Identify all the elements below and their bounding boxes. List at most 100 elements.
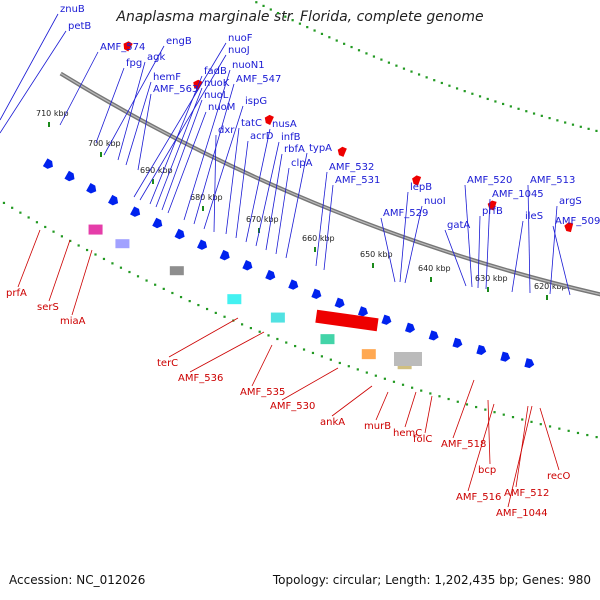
inner-ring-dot bbox=[471, 92, 474, 95]
forward-gene-label: nusA bbox=[272, 119, 297, 130]
forward-gene-label: nuoI bbox=[424, 196, 446, 207]
reverse-gene-label: AMF_535 bbox=[240, 387, 285, 398]
reverse-gene-label: recO bbox=[547, 471, 571, 482]
scale-tick bbox=[430, 277, 432, 282]
outer-ring-dot bbox=[44, 225, 47, 229]
reverse-leader-line bbox=[467, 403, 495, 492]
inner-ring-dot bbox=[540, 114, 543, 117]
reverse-leader-line bbox=[17, 229, 41, 288]
forward-leader-line bbox=[275, 167, 290, 255]
reverse-leader-line bbox=[281, 367, 339, 401]
forward-gene-arrow bbox=[174, 228, 185, 240]
feature-block bbox=[270, 312, 285, 323]
reverse-leader-line bbox=[487, 399, 491, 465]
forward-gene-label: fpg bbox=[126, 58, 142, 69]
scale-tick bbox=[100, 152, 102, 157]
outer-ring-dot bbox=[383, 377, 386, 380]
feature-block bbox=[320, 334, 335, 345]
forward-gene-arrow bbox=[405, 322, 415, 333]
inner-ring-dot bbox=[276, 12, 280, 15]
inner-ring-dot bbox=[269, 8, 272, 11]
forward-leader-line bbox=[139, 54, 227, 201]
outer-ring-dot bbox=[128, 270, 131, 274]
outer-ring-dot bbox=[111, 262, 114, 265]
forward-gene-arrow bbox=[452, 337, 463, 348]
forward-leader-line bbox=[155, 87, 203, 208]
scale-tick bbox=[372, 263, 374, 268]
outer-ring-dot bbox=[502, 413, 505, 416]
reverse-leader-line bbox=[251, 344, 273, 387]
reverse-gene-label: AMF_536 bbox=[178, 373, 223, 384]
forward-gene-arrow bbox=[381, 314, 392, 325]
scale-label: 630 kbp bbox=[475, 274, 508, 283]
outer-ring-dot bbox=[447, 397, 450, 401]
outer-ring-dot bbox=[511, 416, 515, 419]
forward-gene-label: ispG bbox=[245, 96, 267, 107]
forward-leader-line bbox=[0, 30, 67, 134]
forward-gene-label: nuoL bbox=[204, 90, 229, 101]
outer-ring-dot bbox=[456, 400, 459, 403]
reverse-gene-label: murB bbox=[364, 421, 391, 432]
reverse-feature-block bbox=[394, 352, 422, 366]
forward-gene-label: hemF bbox=[153, 72, 181, 83]
scale-tick bbox=[202, 206, 204, 211]
reverse-gene-arrow bbox=[264, 114, 274, 126]
forward-gene-label: dxr bbox=[218, 125, 235, 136]
reverse-gene-arrow bbox=[123, 41, 133, 52]
outer-ring-dot bbox=[77, 244, 80, 247]
scale-label: 670 kbp bbox=[246, 215, 279, 224]
outer-ring-dot bbox=[102, 257, 106, 261]
forward-gene-label: gatA bbox=[447, 220, 470, 231]
feature-block bbox=[169, 266, 184, 276]
forward-gene-label: rbfA bbox=[284, 144, 305, 155]
forward-leader-line bbox=[315, 171, 328, 267]
inner-ring-dot bbox=[417, 73, 421, 76]
inner-ring-dot bbox=[395, 64, 398, 67]
forward-leader-line bbox=[235, 140, 249, 239]
reverse-gene-arrow bbox=[337, 146, 347, 157]
reverse-gene-label: terC bbox=[157, 358, 178, 369]
forward-leader-line bbox=[193, 83, 235, 225]
reverse-leader-line bbox=[404, 391, 417, 428]
forward-gene-arrow bbox=[152, 217, 163, 229]
scale-tick bbox=[258, 228, 260, 233]
forward-leader-line bbox=[183, 69, 231, 221]
forward-gene-label: AMF_509 bbox=[555, 216, 600, 227]
forward-gene-label: AMF_529 bbox=[383, 208, 428, 219]
outer-ring-dot bbox=[19, 211, 22, 214]
inner-ring-dot bbox=[343, 42, 346, 45]
inner-ring-dot bbox=[532, 112, 536, 115]
forward-leader-line bbox=[255, 141, 280, 247]
reverse-leader-line bbox=[189, 331, 265, 373]
outer-ring-dot bbox=[356, 368, 359, 371]
reverse-leader-line bbox=[168, 317, 239, 358]
outer-ring-dot bbox=[145, 279, 148, 282]
outer-ring-dot bbox=[429, 392, 432, 395]
forward-gene-label: AMF_574 bbox=[100, 42, 145, 53]
forward-gene-label: AMF_563 bbox=[153, 84, 198, 95]
accession-text: Accession: NC_012026 bbox=[9, 573, 146, 587]
reverse-leader-line bbox=[48, 239, 71, 302]
reverse-gene-label: AMF_530 bbox=[270, 401, 315, 412]
outer-ring-dot bbox=[548, 425, 552, 428]
forward-gene-label: acrD bbox=[250, 131, 274, 142]
reverse-leader-line bbox=[375, 391, 389, 421]
scale-label: 700 kbp bbox=[88, 139, 121, 148]
outer-ring-dot bbox=[484, 408, 487, 411]
forward-leader-line bbox=[527, 184, 531, 294]
forward-leader-line bbox=[323, 184, 334, 271]
reverse-gene-arrow bbox=[564, 222, 574, 233]
scale-tick bbox=[152, 179, 154, 184]
inner-ring-dot bbox=[571, 123, 575, 126]
topology-text: Topology: circular; Length: 1,202,435 bp… bbox=[272, 573, 591, 587]
forward-gene-label: nuoF bbox=[228, 33, 253, 44]
forward-leader-line bbox=[203, 105, 244, 230]
outer-ring-dot bbox=[392, 380, 396, 383]
outer-ring-dot bbox=[179, 295, 183, 299]
forward-gene-arrow bbox=[130, 206, 141, 217]
outer-ring-dot bbox=[223, 315, 226, 318]
forward-gene-arrow bbox=[42, 158, 53, 169]
forward-leader-line bbox=[444, 229, 467, 287]
outer-ring-dot bbox=[11, 206, 14, 209]
